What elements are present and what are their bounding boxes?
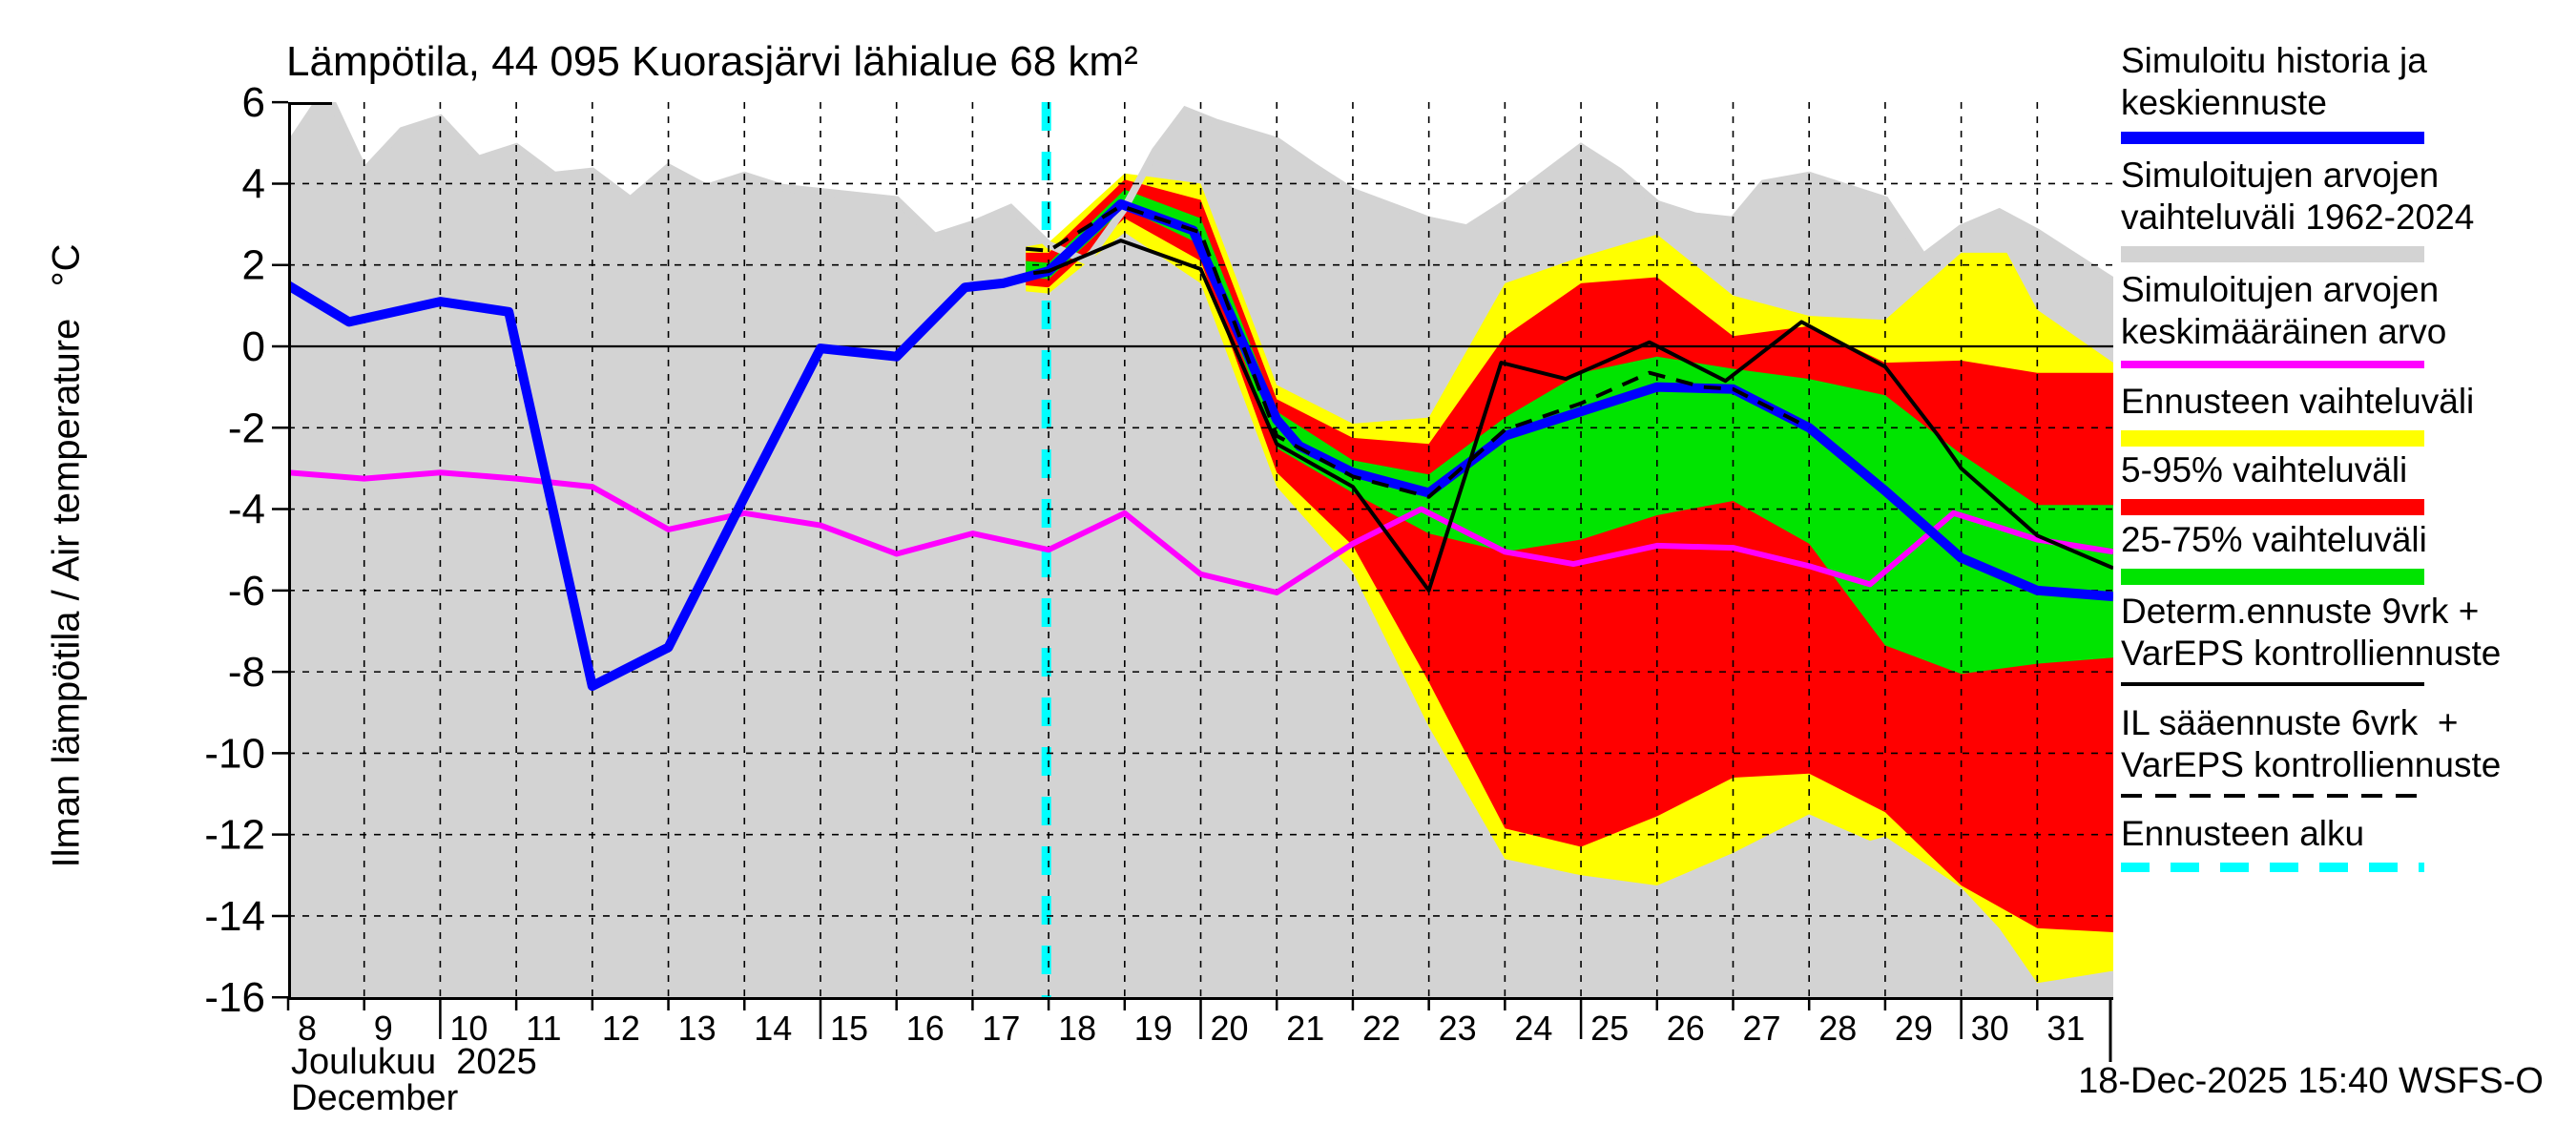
- legend-chip-dashed: [2121, 794, 2424, 798]
- page-title: Lämpötila, 44 095 Kuorasjärvi lähialue 6…: [286, 38, 1138, 85]
- legend-label: keskimääräinen arvo: [2121, 312, 2447, 351]
- x-tick-label-14: 14: [754, 1009, 792, 1048]
- legend-item-history-mean: Simuloitu historia ja keskiennuste: [2121, 40, 2569, 144]
- legend-label: VarEPS kontrolliennuste: [2121, 745, 2502, 784]
- y-tick-label-2: 2: [242, 242, 265, 289]
- x-tick-label-23: 23: [1439, 1009, 1477, 1048]
- legend-label: Ennusteen vaihteluväli: [2121, 382, 2475, 421]
- y-tick-label--8: -8: [228, 649, 265, 696]
- y-tick-label--14: -14: [204, 893, 265, 940]
- series-il-weather-forecast: [1026, 203, 1811, 499]
- y-tick-label-6: 6: [242, 79, 265, 126]
- x-tick-label-18: 18: [1058, 1009, 1096, 1048]
- x-tick-label-26: 26: [1667, 1009, 1705, 1048]
- x-tick-label-25: 25: [1590, 1009, 1629, 1048]
- gridlines: [288, 102, 2113, 997]
- x-tick-label-12: 12: [602, 1009, 640, 1048]
- plot-area: [288, 102, 2113, 997]
- legend-chip-bar: [2121, 246, 2424, 262]
- y-tick-label--16: -16: [204, 974, 265, 1021]
- legend-label: 5-95% vaihteluväli: [2121, 450, 2408, 489]
- legend-item-sim-mean: Simuloitujen arvojen keskimääräinen arvo: [2121, 269, 2569, 368]
- x-axis-month-en: December: [291, 1078, 459, 1118]
- x-tick-label-20: 20: [1211, 1009, 1249, 1048]
- legend-item-determ-forecast: Determ.ennuste 9vrk + VarEPS kontrollienn…: [2121, 591, 2569, 686]
- legend-item-forecast-start: Ennusteen alku: [2121, 813, 2569, 872]
- x-tick-label-31: 31: [2046, 1009, 2085, 1048]
- x-tick-label-24: 24: [1514, 1009, 1552, 1048]
- timestamp: 18-Dec-2025 15:40 WSFS-O: [2078, 1061, 2544, 1101]
- legend-label: Determ.ennuste 9vrk +: [2121, 592, 2480, 631]
- x-tick-label-29: 29: [1895, 1009, 1933, 1048]
- x-tick-label-22: 22: [1362, 1009, 1401, 1048]
- x-tick-label-8: 8: [298, 1009, 317, 1048]
- x-tick-label-16: 16: [906, 1009, 945, 1048]
- y-tick-label--4: -4: [228, 487, 265, 533]
- y-tick-label-4: 4: [242, 160, 265, 207]
- legend-item-sim-range: Simuloitujen arvojen vaihteluväli 1962-20…: [2121, 155, 2569, 262]
- legend-chip-bar: [2121, 569, 2424, 585]
- x-tick-label-27: 27: [1742, 1009, 1780, 1048]
- y-tick-label--12: -12: [204, 812, 265, 859]
- legend-chip-line: [2121, 132, 2424, 144]
- legend-chip-bar: [2121, 430, 2424, 447]
- legend-label: Ennusteen alku: [2121, 814, 2365, 853]
- band-range-5-95: [1026, 179, 2113, 932]
- legend-item-range-5-95: 5-95% vaihteluväli: [2121, 449, 2569, 515]
- x-tick-label-30: 30: [1971, 1009, 2009, 1048]
- x-tick-label-9: 9: [374, 1009, 393, 1048]
- series-deterministic-forecast: [1032, 239, 2113, 593]
- legend-item-range-25-75: 25-75% vaihteluväli: [2121, 519, 2569, 585]
- x-axis-month-fi: Joulukuu 2025: [291, 1042, 537, 1082]
- legend-item-forecast-range: Ennusteen vaihteluväli: [2121, 381, 2569, 447]
- legend-label: keskiennuste: [2121, 83, 2327, 122]
- series-sim-mean-1962-2024: [288, 469, 2113, 595]
- legend-chip-line: [2121, 682, 2424, 686]
- legend-item-il-forecast: IL sääennuste 6vrk + VarEPS kontrolliennu…: [2121, 702, 2569, 798]
- x-tick-label-19: 19: [1134, 1009, 1173, 1048]
- legend-label: vaihteluväli 1962-2024: [2121, 198, 2475, 237]
- legend-label: Simuloitujen arvojen: [2121, 270, 2440, 309]
- legend-chip-line: [2121, 361, 2424, 368]
- y-tick-label--10: -10: [204, 730, 265, 777]
- band-range-25-75: [1026, 189, 2113, 675]
- legend-chip-dashed: [2121, 863, 2424, 872]
- x-tick-label-17: 17: [982, 1009, 1020, 1048]
- legend-label: 25-75% vaihteluväli: [2121, 520, 2427, 559]
- legend-label: IL sääennuste 6vrk +: [2121, 703, 2459, 742]
- legend-label: Simuloitujen arvojen: [2121, 156, 2440, 195]
- y-tick-label--6: -6: [228, 568, 265, 614]
- y-tick-label--2: -2: [228, 405, 265, 451]
- y-tick-label-0: 0: [242, 323, 265, 370]
- legend-chip-bar: [2121, 499, 2424, 515]
- x-tick-label-13: 13: [678, 1009, 717, 1048]
- x-tick-label-11: 11: [526, 1009, 561, 1048]
- x-tick-label-10: 10: [449, 1009, 488, 1048]
- legend-label: VarEPS kontrolliennuste: [2121, 634, 2502, 673]
- x-tick-label-15: 15: [830, 1009, 868, 1048]
- x-tick-label-28: 28: [1818, 1009, 1857, 1048]
- x-tick-label-21: 21: [1286, 1009, 1324, 1048]
- legend-label: Simuloitu historia ja: [2121, 41, 2427, 80]
